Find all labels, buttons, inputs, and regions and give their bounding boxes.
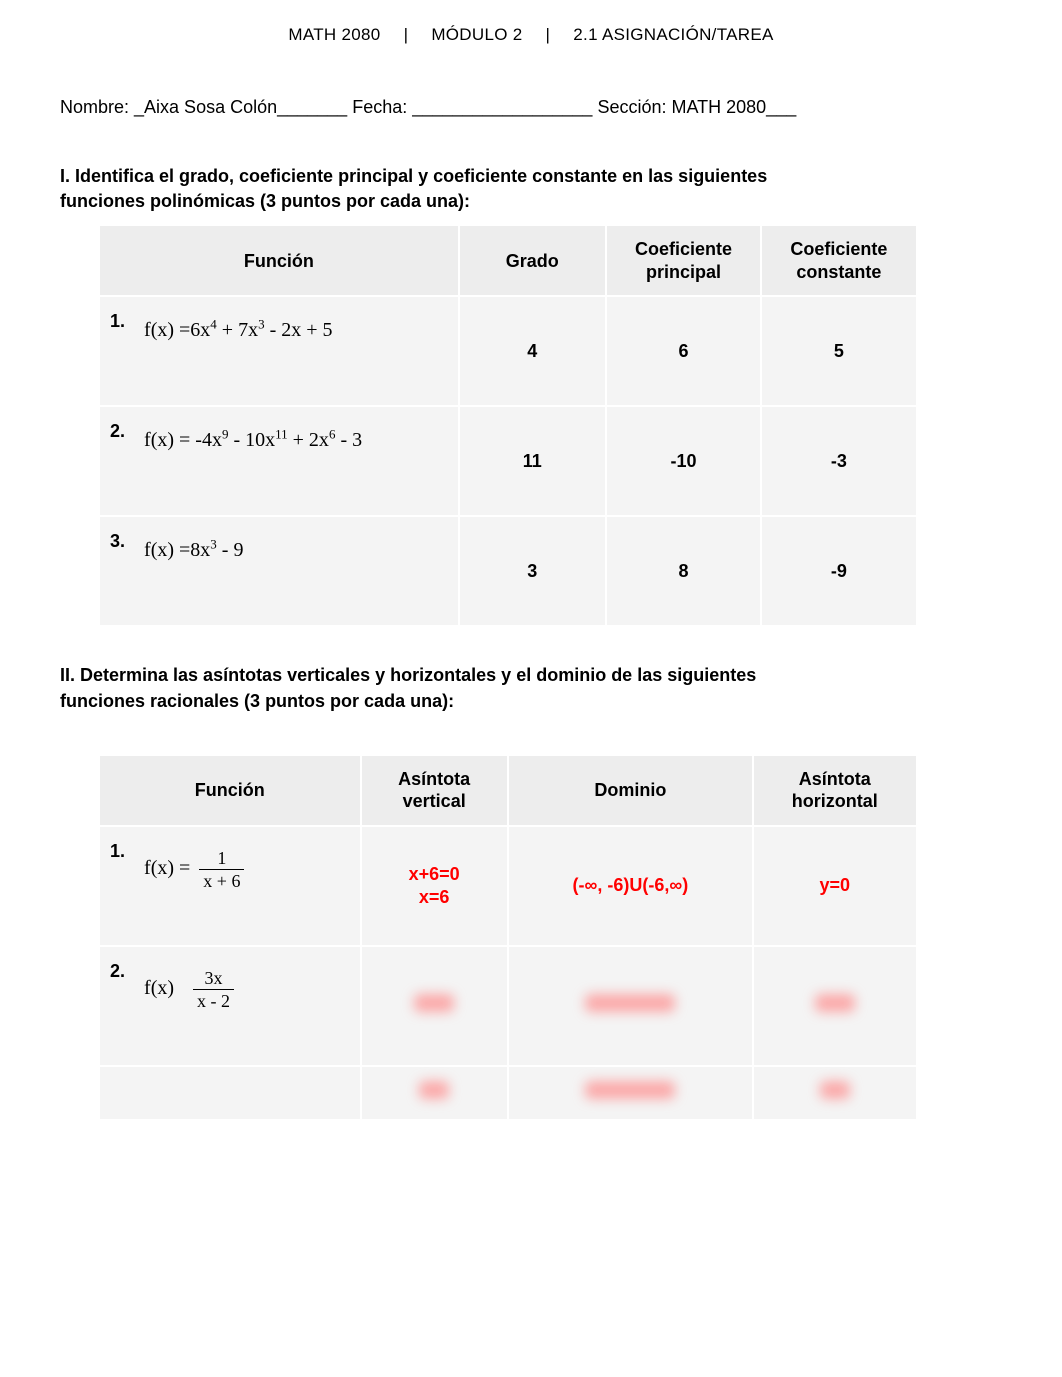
formula: f(x) = -4x9 - 10x11 + 2x6 - 3 (144, 429, 362, 451)
row-number: 3. (110, 531, 125, 552)
grado-cell: 4 (459, 296, 606, 406)
course-header: MATH 2080 | MÓDULO 2 | 2.1 ASIGNACIÓN/TA… (60, 25, 1002, 45)
table-row (99, 1066, 917, 1120)
col-funcion: Función (99, 755, 361, 826)
asintota-vertical-cell (361, 1066, 508, 1120)
formula: f(x) = 1x + 6 (144, 857, 244, 879)
formula: f(x) =8x3 - 9 (144, 539, 243, 561)
student-info-line: Nombre: _Aixa Sosa Colón_______ Fecha: _… (60, 97, 1002, 118)
grado-cell: 3 (459, 516, 606, 626)
col-funcion: Función (99, 225, 459, 296)
col-coef-principal: Coeficienteprincipal (606, 225, 761, 296)
section-2-heading: II. Determina las asíntotas verticales y… (60, 663, 1002, 713)
coef-constante-cell: -3 (761, 406, 916, 516)
row-number: 1. (110, 311, 125, 332)
func-cell: 2. f(x) = -4x9 - 10x11 + 2x6 - 3 (99, 406, 459, 516)
coef-principal-cell: 8 (606, 516, 761, 626)
table-row: 1. f(x) =6x4 + 7x3 - 2x + 5 4 6 5 (99, 296, 917, 406)
course-code: MATH 2080 (288, 25, 380, 44)
date-blank: __________________ (412, 97, 592, 117)
asintota-vertical-cell (361, 946, 508, 1066)
asintota-horizontal-cell: y=0 (753, 826, 917, 946)
col-asintota-vertical: Asíntotavertical (361, 755, 508, 826)
rational-table: Función Asíntotavertical Dominio Asíntot… (98, 754, 918, 1121)
assignment-label: 2.1 ASIGNACIÓN/TAREA (573, 25, 773, 44)
row-number: 1. (110, 841, 125, 862)
table-row: 2. f(x) 3xx - 2 (99, 946, 917, 1066)
formula: f(x) =6x4 + 7x3 - 2x + 5 (144, 319, 333, 341)
dominio-cell (508, 946, 753, 1066)
func-cell: 1. f(x) =6x4 + 7x3 - 2x + 5 (99, 296, 459, 406)
func-cell (99, 1066, 361, 1120)
dominio-cell (508, 1066, 753, 1120)
coef-constante-cell: 5 (761, 296, 916, 406)
polynomial-table: Función Grado Coeficienteprincipal Coefi… (98, 224, 918, 627)
sep: | (546, 25, 551, 44)
col-grado: Grado (459, 225, 606, 296)
dominio-cell: (-∞, -6)U(-6,∞) (508, 826, 753, 946)
coef-constante-cell: -9 (761, 516, 916, 626)
table-row: 3. f(x) =8x3 - 9 3 8 -9 (99, 516, 917, 626)
row-number: 2. (110, 961, 125, 982)
col-dominio: Dominio (508, 755, 753, 826)
grado-cell: 11 (459, 406, 606, 516)
func-cell: 1. f(x) = 1x + 6 (99, 826, 361, 946)
func-cell: 3. f(x) =8x3 - 9 (99, 516, 459, 626)
module-label: MÓDULO 2 (431, 25, 522, 44)
section-1-heading: I. Identifica el grado, coeficiente prin… (60, 164, 1002, 214)
name-value: _Aixa Sosa Colón_______ (134, 97, 347, 117)
section-label: Sección: (592, 97, 671, 117)
date-label: Fecha: (347, 97, 412, 117)
asintota-horizontal-cell (753, 946, 917, 1066)
table-row: 2. f(x) = -4x9 - 10x11 + 2x6 - 3 11 -10 … (99, 406, 917, 516)
sep: | (404, 25, 409, 44)
section-value: MATH 2080___ (671, 97, 796, 117)
asintota-vertical-cell: x+6=0 x=6 (361, 826, 508, 946)
coef-principal-cell: 6 (606, 296, 761, 406)
asintota-horizontal-cell (753, 1066, 917, 1120)
row-number: 2. (110, 421, 125, 442)
col-coef-constante: Coeficienteconstante (761, 225, 916, 296)
name-label: Nombre: (60, 97, 134, 117)
func-cell: 2. f(x) 3xx - 2 (99, 946, 361, 1066)
table-row: 1. f(x) = 1x + 6 x+6=0 x=6 (-∞, -6)U(-6,… (99, 826, 917, 946)
col-asintota-horizontal: Asíntotahorizontal (753, 755, 917, 826)
coef-principal-cell: -10 (606, 406, 761, 516)
formula: f(x) 3xx - 2 (144, 977, 234, 999)
